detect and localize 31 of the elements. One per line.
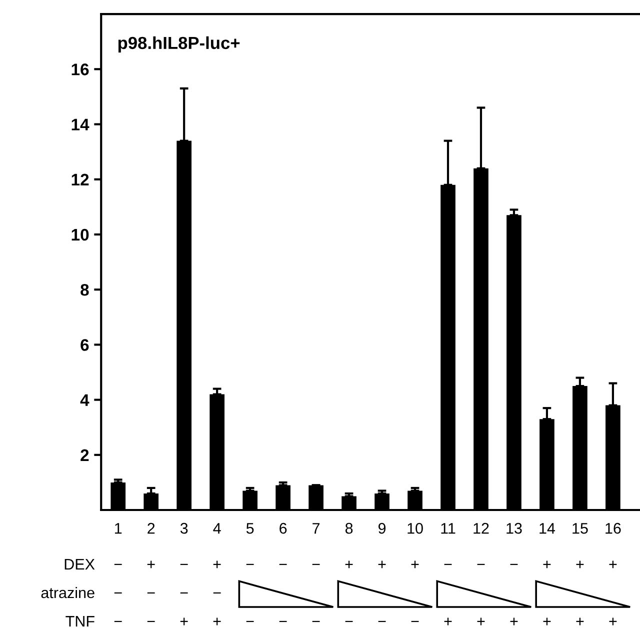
text: TNF [66, 616, 94, 627]
y-tick-label: 4 [80, 394, 90, 406]
x-tick-label: 3 [180, 522, 188, 534]
x-tick-label: 4 [213, 523, 221, 534]
text: − + − + − − − + + + − − − + + + [114, 560, 617, 568]
text: DEX [64, 559, 95, 570]
x-tick-label: 1 [115, 523, 122, 534]
x-tick-label: 11 [441, 523, 456, 534]
x-tick-label: 9 [378, 522, 386, 534]
y-tick-label: 8 [80, 284, 89, 296]
text: − − − − [114, 592, 221, 594]
text: − − + + − − − − − − + + + + + + [114, 618, 617, 626]
x-tick-label: 7 [312, 523, 320, 534]
y-tick-label: 12 [72, 174, 89, 186]
y-tick-label: 16 [72, 64, 89, 76]
y-tick-label: 6 [80, 339, 89, 351]
x-tick-label: 13 [506, 522, 522, 534]
x-tick-label: 14 [540, 523, 556, 534]
text: p98.hIL8P-luc+ [118, 36, 240, 53]
y-tick-label: 14 [72, 118, 90, 130]
x-tick-label: 6 [280, 522, 287, 534]
x-tick-label: 16 [606, 522, 621, 534]
x-tick-label: 10 [408, 522, 423, 534]
x-tick-label: 5 [246, 523, 254, 534]
text: atrazine [41, 586, 94, 598]
y-tick-label: 10 [72, 228, 89, 241]
x-tick-label: 12 [474, 522, 489, 534]
x-tick-label: 2 [148, 522, 155, 534]
y-tick-label: 2 [80, 449, 89, 461]
x-tick-label: 8 [345, 522, 353, 534]
x-tick-label: 15 [572, 523, 588, 534]
